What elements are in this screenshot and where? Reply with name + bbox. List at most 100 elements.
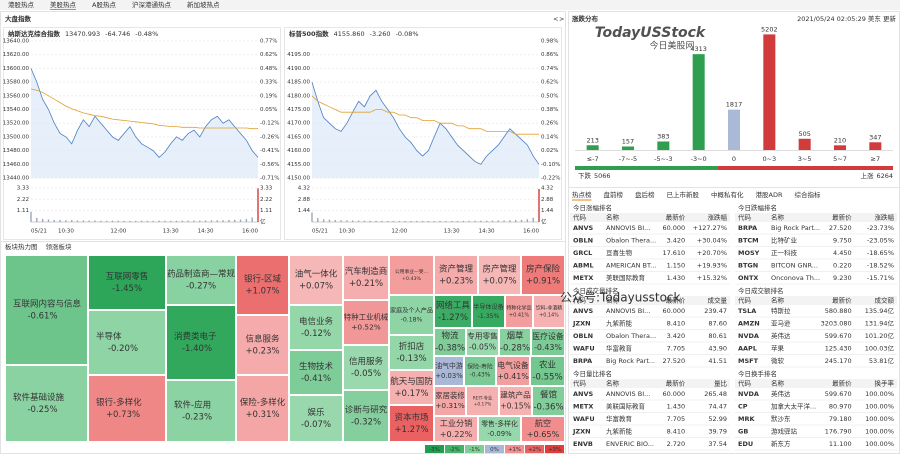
table-cell[interactable]: 华富教育 [606,344,633,353]
treemap-cell[interactable] [472,295,505,328]
table-cell[interactable]: ANVS [573,390,594,398]
treemap-cell[interactable] [466,328,499,356]
treemap-cell[interactable] [530,356,565,386]
top-tab[interactable]: 港股热点 [8,0,35,9]
table-cell[interactable]: Big Rock Part... [606,357,655,365]
treemap-cell[interactable] [434,295,472,328]
table-cell[interactable]: 微软 [771,356,785,365]
table-cell[interactable]: ANNOVIS BI... [606,224,650,232]
treemap-cell[interactable] [389,405,434,442]
table-cell[interactable]: NVDA [738,332,759,340]
table-cell[interactable]: MOSY [738,249,760,257]
treemap-cell[interactable] [531,328,565,356]
table-cell[interactable]: ABML [573,262,594,270]
table-cell[interactable]: GRCL [573,249,592,257]
treemap-tab[interactable]: 领涨板块 [46,242,73,251]
top-tab[interactable]: 新加坡热点 [187,0,220,9]
treemap-cell[interactable] [389,295,434,335]
table-cell[interactable]: 比特矿业 [771,236,798,245]
table-cell[interactable]: Big Rock Part... [771,224,820,232]
table-cell[interactable]: AMERICAN BT... [606,262,656,270]
table-cell[interactable]: JZXN [572,428,591,436]
prev-icon[interactable]: < [553,15,558,23]
table-cell[interactable]: ONTX [738,274,758,282]
table-cell[interactable]: AMZN [738,320,760,328]
table-cell[interactable]: ENVB [573,440,593,448]
treemap-cell[interactable] [389,370,434,405]
treemap-cell[interactable] [478,255,521,295]
treemap-cell[interactable] [289,395,343,442]
treemap-cell[interactable] [236,255,289,315]
table-cell[interactable]: ANNOVIS BI... [606,390,650,398]
table-cell[interactable]: 亘喜生物 [606,248,633,257]
treemap-cell[interactable] [289,255,343,305]
table-cell[interactable]: MSFT [738,357,759,365]
table-cell[interactable]: 华富教育 [606,414,633,423]
table-cell[interactable]: 默沙东 [771,414,791,423]
treemap-cell[interactable] [343,345,389,390]
table-cell[interactable]: GB [738,428,748,436]
treemap-cell[interactable] [478,416,521,442]
treemap-cell[interactable] [521,255,565,295]
treemap-cell[interactable] [5,365,88,442]
table-cell[interactable]: BRPA [738,224,757,232]
table-cell[interactable]: 新东方 [771,439,791,448]
hot-tab[interactable]: 热点榜 [572,190,592,199]
table-cell[interactable]: 正一科技 [771,248,798,257]
table-cell[interactable]: BRPA [573,357,592,365]
treemap-cell[interactable] [289,350,343,395]
table-cell[interactable]: CP [738,403,748,411]
treemap-tab[interactable]: 板块热力图 [5,242,38,251]
table-cell[interactable]: NVDA [738,390,759,398]
table-cell[interactable]: 美联国际教育 [606,402,646,411]
table-cell[interactable]: OBLN [573,332,593,340]
treemap-cell[interactable] [389,255,434,295]
table-cell[interactable]: WAFU [573,345,595,353]
table-cell[interactable]: EDU [738,440,753,448]
table-cell[interactable]: ANNOVIS BI... [606,307,650,315]
table-cell[interactable]: 特斯拉 [771,306,791,315]
top-tab[interactable]: A股热点 [92,0,116,9]
treemap-cell[interactable] [466,386,499,416]
table-cell[interactable]: METX [573,274,593,282]
hot-tab[interactable]: 盘后榜 [635,190,655,199]
table-cell[interactable]: ENVERIC BIO... [606,440,654,448]
hot-tab[interactable]: 港股ADR [756,190,783,199]
treemap-cell[interactable] [389,335,434,370]
treemap-cell[interactable] [464,356,496,386]
treemap-cell[interactable] [236,315,289,375]
treemap-cell[interactable] [521,416,565,442]
treemap-cell[interactable] [166,305,236,380]
treemap-cell[interactable] [434,386,466,416]
table-cell[interactable]: 加拿大太平洋... [771,402,816,411]
treemap-cell[interactable] [166,380,236,442]
table-cell[interactable]: TSLA [738,307,756,315]
treemap-cell[interactable] [434,356,464,386]
table-cell[interactable]: METX [573,403,593,411]
treemap-cell[interactable] [166,255,236,305]
table-cell[interactable]: ANVS [573,307,594,315]
treemap-cell[interactable] [505,295,533,328]
table-cell[interactable]: JZXN [572,320,591,328]
table-cell[interactable]: 九紫新能 [606,319,633,328]
table-cell[interactable]: BITCON GNR... [771,262,818,270]
treemap-cell[interactable] [88,255,166,310]
treemap-cell[interactable] [533,295,565,328]
table-cell[interactable]: Obalon Thera... [606,237,656,245]
table-cell[interactable]: Obalon Thera... [606,332,656,340]
treemap-cell[interactable] [88,375,166,442]
treemap-cell[interactable] [434,328,466,356]
hot-tab[interactable]: 已上市新股 [667,190,700,199]
table-cell[interactable]: 亚马逊 [771,319,791,328]
treemap-cell[interactable] [499,328,531,356]
table-cell[interactable]: MRK [738,415,755,423]
table-cell[interactable]: BTGN [738,262,758,270]
treemap-cell[interactable] [5,255,88,365]
treemap-cell[interactable] [88,310,166,375]
top-tab[interactable]: 美股热点 [50,0,77,9]
table-cell[interactable]: 游戏驿站 [771,427,798,436]
hot-tab[interactable]: 中概私有化 [711,190,744,199]
treemap-cell[interactable] [236,375,289,442]
table-cell[interactable]: OBLN [573,237,593,245]
treemap-cell[interactable] [434,416,478,442]
